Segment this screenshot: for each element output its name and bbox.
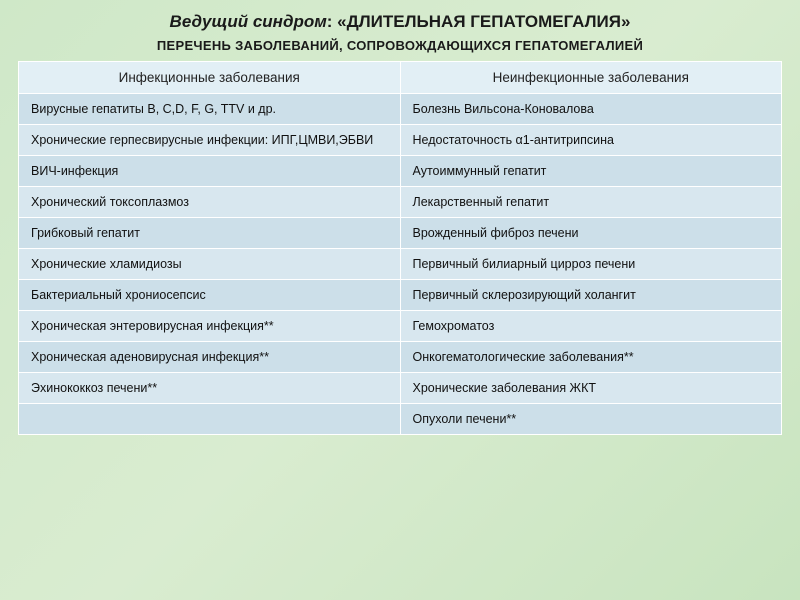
cell-noninfectious: Опухоли печени** xyxy=(400,404,782,435)
table-row: Хронический токсоплазмоз Лекарственный г… xyxy=(19,187,782,218)
table-row: Хронические хламидиозы Первичный билиарн… xyxy=(19,249,782,280)
table-row: Вирусные гепатиты B, C,D, F, G, TTV и др… xyxy=(19,94,782,125)
table-header-row: Инфекционные заболевания Неинфекционные … xyxy=(19,62,782,94)
cell-noninfectious: Недостаточность α1-антитрипсина xyxy=(400,125,782,156)
cell-noninfectious: Врожденный фиброз печени xyxy=(400,218,782,249)
table-row: Хроническая аденовирусная инфекция** Онк… xyxy=(19,342,782,373)
table-row: ВИЧ-инфекция Аутоиммунный гепатит xyxy=(19,156,782,187)
cell-infectious: Хронические герпесвирусные инфекции: ИПГ… xyxy=(19,125,401,156)
table-row: Опухоли печени** xyxy=(19,404,782,435)
cell-infectious xyxy=(19,404,401,435)
table-row: Эхинококкоз печени** Хронические заболев… xyxy=(19,373,782,404)
header-noninfectious: Неинфекционные заболевания xyxy=(400,62,782,94)
cell-noninfectious: Первичный билиарный цирроз печени xyxy=(400,249,782,280)
slide-title: Ведущий синдром: «ДЛИТЕЛЬНАЯ ГЕПАТОМЕГАЛ… xyxy=(18,12,782,32)
table-row: Хронические герпесвирусные инфекции: ИПГ… xyxy=(19,125,782,156)
cell-infectious: Эхинококкоз печени** xyxy=(19,373,401,404)
cell-infectious: ВИЧ-инфекция xyxy=(19,156,401,187)
cell-noninfectious: Хронические заболевания ЖКТ xyxy=(400,373,782,404)
cell-noninfectious: Аутоиммунный гепатит xyxy=(400,156,782,187)
table-row: Грибковый гепатит Врожденный фиброз пече… xyxy=(19,218,782,249)
cell-infectious: Бактериальный хрониосепсис xyxy=(19,280,401,311)
cell-noninfectious: Гемохроматоз xyxy=(400,311,782,342)
header-infectious: Инфекционные заболевания xyxy=(19,62,401,94)
cell-noninfectious: Онкогематологические заболевания** xyxy=(400,342,782,373)
cell-infectious: Хроническая аденовирусная инфекция** xyxy=(19,342,401,373)
cell-noninfectious: Лекарственный гепатит xyxy=(400,187,782,218)
cell-infectious: Хронический токсоплазмоз xyxy=(19,187,401,218)
table-row: Бактериальный хрониосепсис Первичный скл… xyxy=(19,280,782,311)
title-lead: Ведущий синдром xyxy=(170,12,327,31)
diseases-table: Инфекционные заболевания Неинфекционные … xyxy=(18,61,782,435)
cell-infectious: Грибковый гепатит xyxy=(19,218,401,249)
cell-noninfectious: Первичный склерозирующий холангит xyxy=(400,280,782,311)
title-main: : «ДЛИТЕЛЬНАЯ ГЕПАТОМЕГАЛИЯ» xyxy=(327,12,631,31)
cell-infectious: Хронические хламидиозы xyxy=(19,249,401,280)
cell-noninfectious: Болезнь Вильсона-Коновалова xyxy=(400,94,782,125)
table-row: Хроническая энтеровирусная инфекция** Ге… xyxy=(19,311,782,342)
slide: Ведущий синдром: «ДЛИТЕЛЬНАЯ ГЕПАТОМЕГАЛ… xyxy=(0,0,800,600)
cell-infectious: Хроническая энтеровирусная инфекция** xyxy=(19,311,401,342)
cell-infectious: Вирусные гепатиты B, C,D, F, G, TTV и др… xyxy=(19,94,401,125)
slide-subtitle: ПЕРЕЧЕНЬ ЗАБОЛЕВАНИЙ, СОПРОВОЖДАЮЩИХСЯ Г… xyxy=(18,38,782,53)
